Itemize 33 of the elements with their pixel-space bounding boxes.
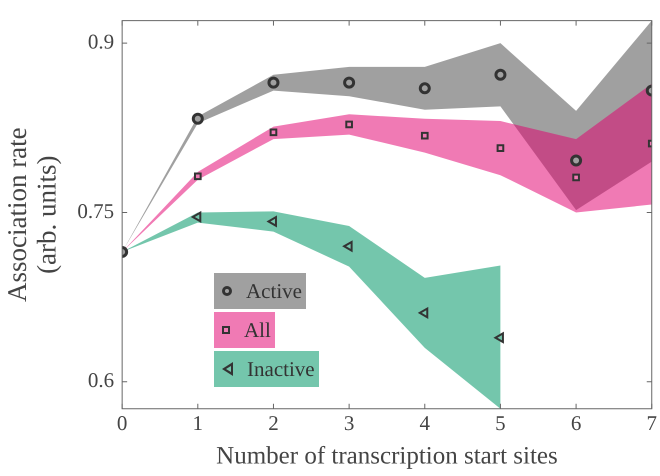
point bbox=[343, 76, 356, 89]
y-tick-label: 0.75 bbox=[77, 198, 114, 223]
point bbox=[420, 132, 429, 140]
x-tick-label: 2 bbox=[268, 410, 279, 435]
point bbox=[570, 154, 582, 167]
x-tick-label: 7 bbox=[646, 410, 657, 435]
point bbox=[494, 332, 504, 344]
point bbox=[572, 174, 580, 182]
point bbox=[418, 82, 431, 94]
point bbox=[418, 308, 428, 318]
x-tick-label: 6 bbox=[570, 410, 582, 435]
x-tick-label: 3 bbox=[344, 410, 354, 435]
x-axis-title: Number of transcription start sites bbox=[216, 442, 558, 470]
point bbox=[494, 68, 506, 81]
point bbox=[343, 240, 353, 252]
legend-label: All bbox=[244, 318, 271, 342]
x-tick-label: 0 bbox=[116, 410, 128, 435]
point bbox=[192, 212, 202, 222]
legend-label: Active bbox=[246, 278, 302, 304]
x-tick-label: 1 bbox=[192, 410, 204, 435]
legend-label: Inactive bbox=[247, 356, 315, 382]
point bbox=[267, 76, 280, 89]
point bbox=[267, 216, 277, 227]
y-axis-title: Association rate (arb. units) bbox=[2, 127, 62, 302]
point bbox=[192, 112, 204, 125]
y-tick-label: 0.6 bbox=[88, 368, 114, 392]
point bbox=[496, 144, 504, 152]
point bbox=[345, 120, 353, 128]
x-tick-label: 4 bbox=[420, 410, 431, 435]
y-tick-label: 0.9 bbox=[88, 30, 114, 54]
point bbox=[194, 172, 202, 180]
point bbox=[270, 128, 278, 136]
x-tick-label: 5 bbox=[495, 410, 506, 435]
